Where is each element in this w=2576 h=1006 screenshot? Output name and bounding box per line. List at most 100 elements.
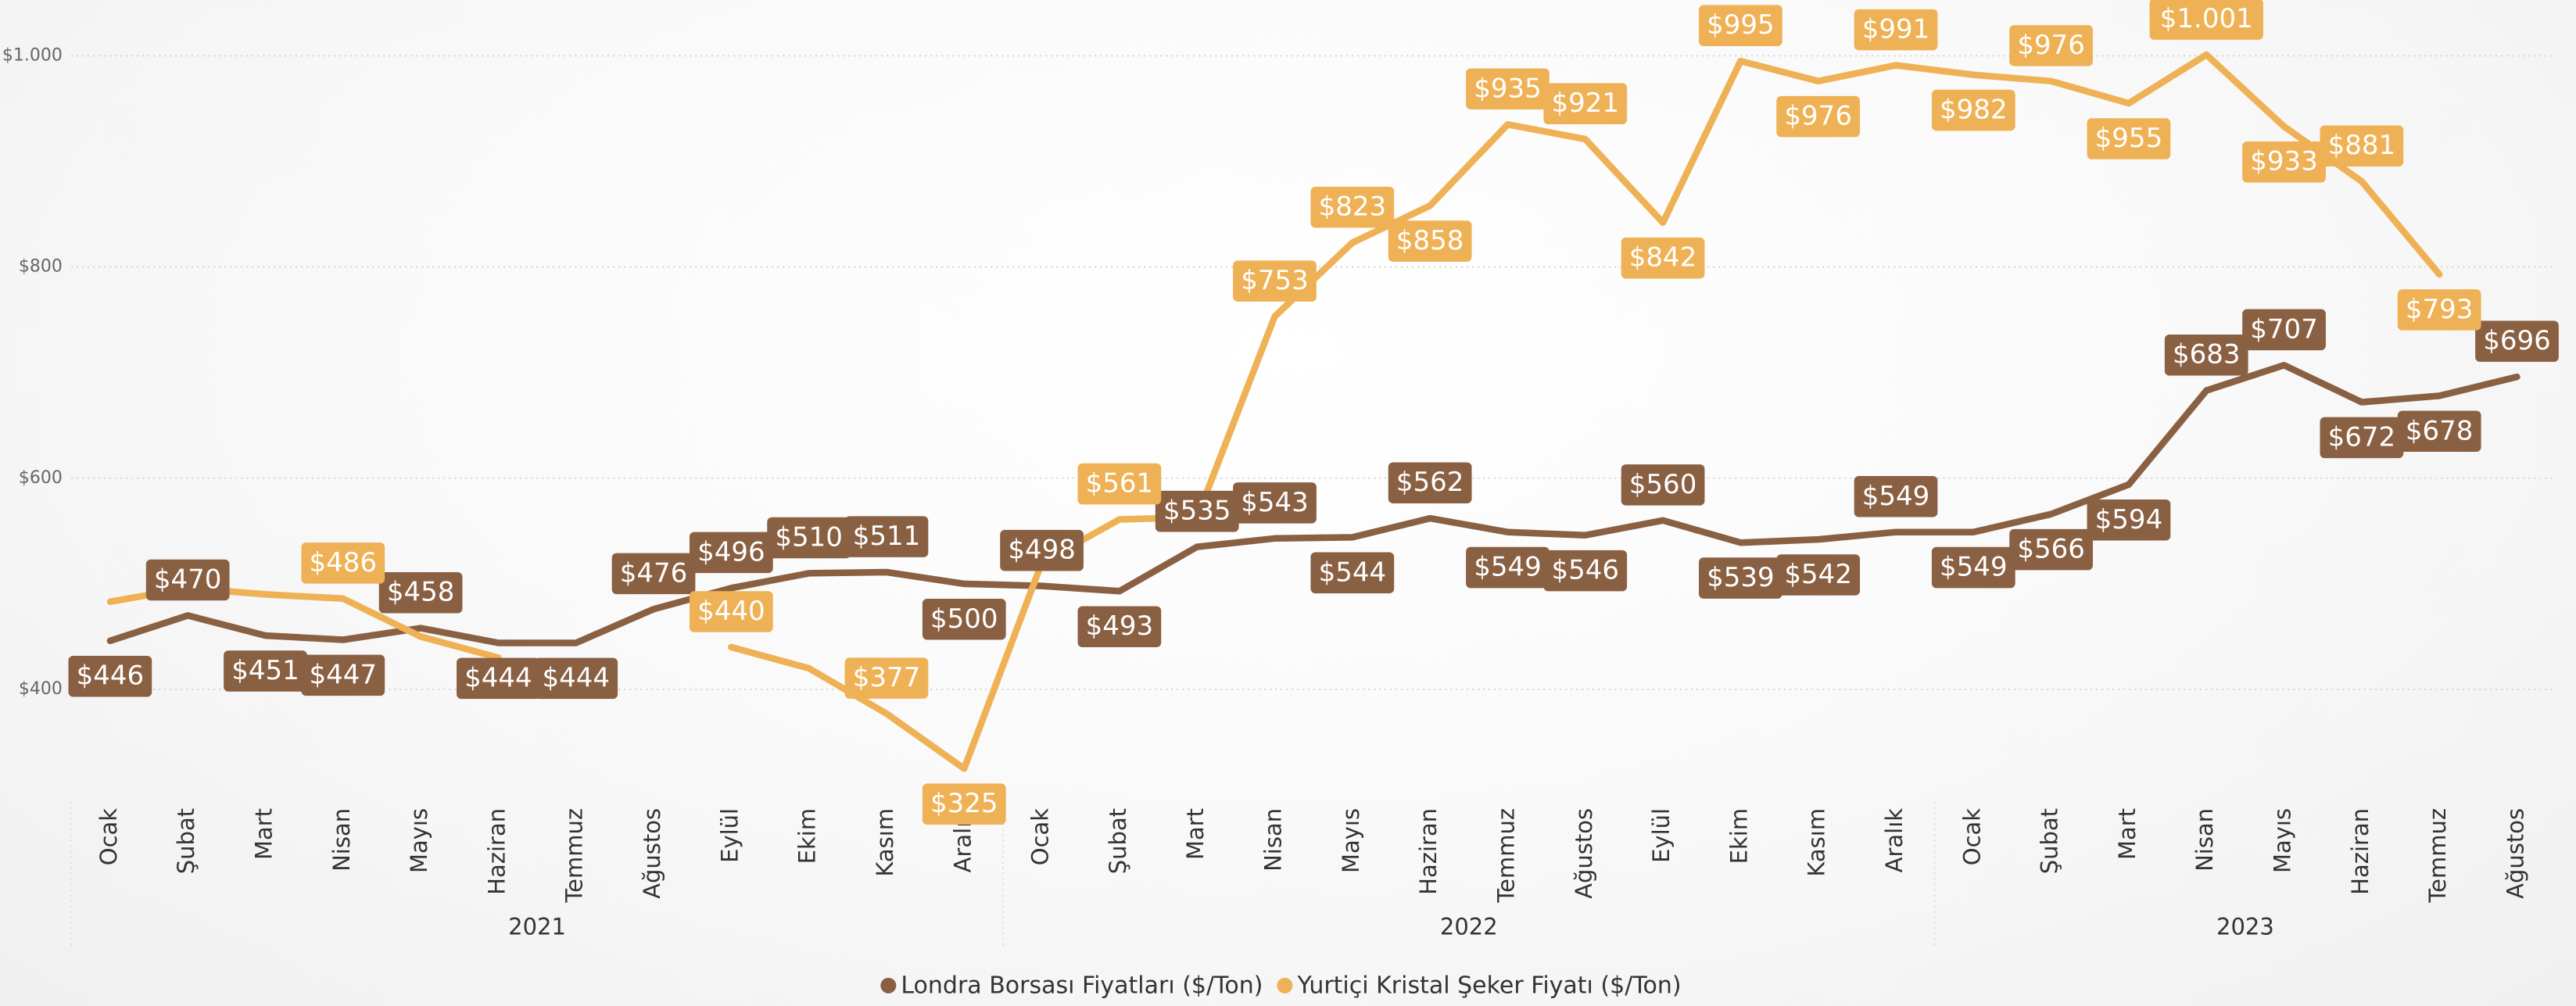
data-label-box <box>611 553 696 595</box>
x-tick-label: Şubat <box>2037 808 2063 874</box>
data-label-box <box>1543 550 1628 592</box>
data-label-text: $753 <box>1241 265 1309 296</box>
data-label: $935 <box>1466 68 1550 110</box>
year-label: 2023 <box>2216 913 2274 940</box>
x-tick-label: Mart <box>2114 808 2141 860</box>
data-label: $458 <box>378 571 463 614</box>
x-tick-label: Nisan <box>1260 808 1287 872</box>
data-label-box <box>1776 95 1861 138</box>
data-label-text: $546 <box>1551 555 1619 586</box>
data-label: $921 <box>1543 83 1628 124</box>
data-label-text: $510 <box>775 521 843 553</box>
data-label-box <box>1310 186 1395 228</box>
data-label-box <box>1466 546 1550 589</box>
data-label: $566 <box>2009 528 2094 571</box>
data-label-box <box>1621 464 1705 506</box>
data-label-text: $823 <box>1319 192 1387 223</box>
data-label-text: $976 <box>2017 30 2085 61</box>
data-label-text: $549 <box>1862 481 1930 512</box>
data-label-text: $672 <box>2328 421 2396 453</box>
data-label-box <box>2164 334 2248 376</box>
data-label-box <box>1466 68 1550 110</box>
data-label: $539 <box>1699 557 1782 599</box>
data-label-text: $325 <box>930 788 998 819</box>
data-label-text: $696 <box>2483 325 2551 356</box>
data-label-text: $594 <box>2095 504 2163 535</box>
data-label-box <box>1233 260 1317 302</box>
data-label-text: $566 <box>2017 534 2085 565</box>
data-label: $561 <box>1077 463 1162 505</box>
data-label-text: $447 <box>310 659 378 690</box>
data-label-box <box>1077 463 1162 505</box>
x-tick-label: Nisan <box>328 808 355 872</box>
x-tick-label: Haziran <box>1415 808 1442 895</box>
data-label-box <box>844 657 929 699</box>
x-tick-label: Temmuz <box>561 808 588 904</box>
data-label-text: $444 <box>464 662 532 693</box>
data-label-text: $935 <box>1474 73 1542 104</box>
data-label-box <box>457 657 540 700</box>
data-label-box <box>145 559 230 601</box>
data-label-box <box>2009 25 2094 66</box>
data-label-box <box>2475 320 2559 362</box>
x-tick-label: Nisan <box>2191 808 2218 872</box>
data-label: $549 <box>1466 546 1550 589</box>
data-label-box <box>844 516 929 557</box>
data-label-text: $458 <box>387 577 455 608</box>
legend-marker <box>880 977 897 993</box>
data-label: $933 <box>2242 141 2326 183</box>
data-label: $486 <box>301 542 385 584</box>
data-label-box <box>1310 552 1395 594</box>
data-label: $842 <box>1621 237 1705 279</box>
y-tick-label: $400 <box>19 679 63 699</box>
data-label-box <box>689 532 773 574</box>
data-label-text: $562 <box>1396 467 1464 498</box>
data-label-text: $511 <box>853 521 921 552</box>
y-tick-label: $800 <box>19 257 63 277</box>
data-label: $707 <box>2242 309 2326 351</box>
x-tick-label: Mart <box>1182 808 1209 860</box>
data-label-box <box>1699 557 1782 599</box>
data-label-box <box>1077 606 1162 647</box>
x-tick-label: Kasım <box>872 808 898 877</box>
y-tick-label: $600 <box>19 468 63 488</box>
data-label-box <box>68 655 152 697</box>
data-label: $444 <box>534 657 618 700</box>
data-label: $535 <box>1155 490 1239 532</box>
data-label-text: $440 <box>697 596 765 627</box>
data-label-text: $921 <box>1551 88 1619 119</box>
data-label-box <box>1699 5 1782 46</box>
x-tick-label: Eylül <box>1648 808 1675 863</box>
data-label-text: $543 <box>1241 487 1309 518</box>
data-label-text: $955 <box>2095 123 2163 154</box>
data-label-text: $976 <box>1784 101 1852 132</box>
y-tick-label: $1.000 <box>2 45 63 65</box>
data-label-text: $982 <box>1940 95 2008 126</box>
x-tick-label: Mart <box>250 808 277 860</box>
x-tick-label: Ocak <box>1958 808 1985 866</box>
x-tick-label: Mayıs <box>1338 808 1364 873</box>
data-label: $991 <box>1854 9 1938 51</box>
data-label-text: $933 <box>2250 146 2318 177</box>
data-label-box <box>689 591 773 632</box>
data-label-text: $544 <box>1319 557 1387 588</box>
data-label-box <box>534 657 618 700</box>
data-label: $498 <box>1000 529 1084 571</box>
legend-marker <box>1277 977 1293 993</box>
data-label-text: $707 <box>2250 313 2318 345</box>
data-label: $683 <box>2164 334 2248 376</box>
data-label: $377 <box>844 657 929 699</box>
data-label-box <box>301 654 385 696</box>
x-tick-label: Mayıs <box>406 808 432 873</box>
data-label-text: $881 <box>2328 130 2396 161</box>
data-label: $500 <box>922 598 1006 640</box>
data-label-text: $498 <box>1008 535 1076 566</box>
data-label-box <box>301 542 385 584</box>
data-label-text: $549 <box>1940 552 2008 583</box>
series-line <box>106 361 2520 646</box>
data-label-box <box>922 598 1006 640</box>
data-label-text: $486 <box>310 547 378 578</box>
data-label-box <box>922 783 1006 825</box>
x-tick-label: Ağustos <box>2502 808 2528 899</box>
